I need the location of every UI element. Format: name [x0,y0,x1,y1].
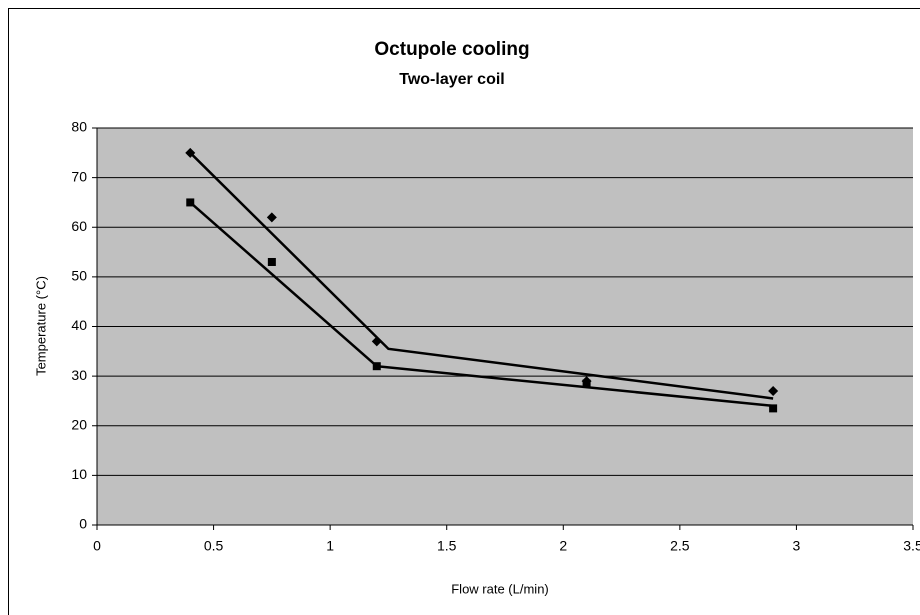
point [186,198,195,207]
y-tick-label: 40 [71,317,87,333]
point [185,147,196,158]
x-tick-label: 0.5 [204,538,224,554]
point [769,404,778,413]
y-tick-label: 50 [71,268,87,284]
chart-subtitle: Two-layer coil [399,71,505,88]
point [768,386,779,397]
y-tick-label: 80 [71,119,87,135]
x-axis-label: Flow rate (L/min) [451,581,549,596]
point [267,257,276,266]
chart-title: Octupole cooling [374,39,529,60]
trend-line [189,151,774,400]
x-tick-label: 1 [326,538,334,554]
y-axis-label: Temperature (°C) [33,276,48,376]
y-tick-label: 30 [71,367,87,383]
y-tick-label: 10 [71,466,87,482]
x-tick-label: 3 [793,538,801,554]
point [371,336,382,347]
y-tick-label: 70 [71,168,87,184]
point [266,212,277,223]
point [372,362,381,371]
x-tick-label: 2 [559,538,567,554]
x-tick-label: 0 [93,538,101,554]
point [582,379,591,388]
y-tick-label: 0 [79,516,87,532]
x-tick-label: 2.5 [670,538,690,554]
x-tick-label: 1.5 [437,538,457,554]
y-tick-label: 20 [71,416,87,432]
x-tick-label: 3.5 [903,538,920,554]
y-tick-label: 60 [71,218,87,234]
